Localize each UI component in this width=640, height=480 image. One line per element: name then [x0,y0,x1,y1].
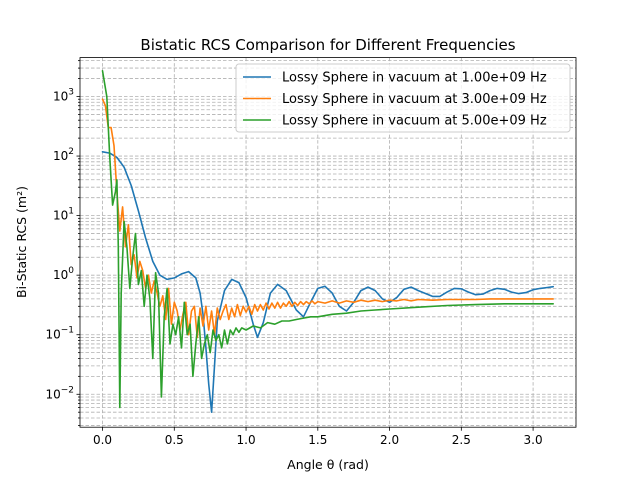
legend: Lossy Sphere in vacuum at 1.00e+09 Hz Los… [235,63,571,133]
y-tick-label: 10−2 [45,385,74,401]
series-line-2 [101,98,555,339]
y-tick-label: 103 [53,88,74,104]
legend-label-3: Lossy Sphere in vacuum at 5.00e+09 Hz [282,114,547,129]
y-tick-exponent: −1 [61,326,74,336]
y-tick-base: 10 [45,328,60,342]
legend-box [235,63,571,133]
y-tick-label: 10−1 [45,326,74,342]
x-tick-label: 1.0 [237,433,256,447]
y-tick-exponent: 0 [68,266,74,276]
series-lines [101,70,555,414]
series-line-3 [101,70,555,409]
y-tick-label: 102 [53,147,74,163]
x-axis-ticks: 0.0 0.5 1.0 1.5 2.0 2.5 3.0 [93,427,543,447]
x-axis-label: Angle θ (rad) [287,457,369,472]
x-tick-label: 0.5 [165,433,184,447]
x-tick-label: 2.0 [380,433,399,447]
axes-frame [79,57,577,428]
y-tick-base: 10 [45,387,60,401]
y-tick-label: 101 [53,207,74,223]
y-tick-label: 100 [53,266,74,282]
y-tick-base: 10 [53,268,68,282]
y-tick-base: 10 [53,149,68,163]
y-tick-base: 10 [53,90,68,104]
y-tick-exponent: 3 [68,88,74,98]
y-axis-label: Bi-Static RCS (m²) [14,186,29,298]
legend-label-1: Lossy Sphere in vacuum at 1.00e+09 Hz [282,71,547,86]
x-tick-label: 0.0 [93,433,112,447]
legend-label-2: Lossy Sphere in vacuum at 3.00e+09 Hz [282,92,547,107]
y-tick-exponent: −2 [61,385,74,395]
x-tick-label: 3.0 [524,433,543,447]
x-tick-label: 2.5 [452,433,471,447]
y-tick-base: 10 [53,209,68,223]
y-tick-exponent: 2 [68,147,74,157]
x-tick-label: 1.5 [308,433,327,447]
chart-title: Bistatic RCS Comparison for Different Fr… [140,36,515,54]
y-tick-exponent: 1 [68,207,74,217]
